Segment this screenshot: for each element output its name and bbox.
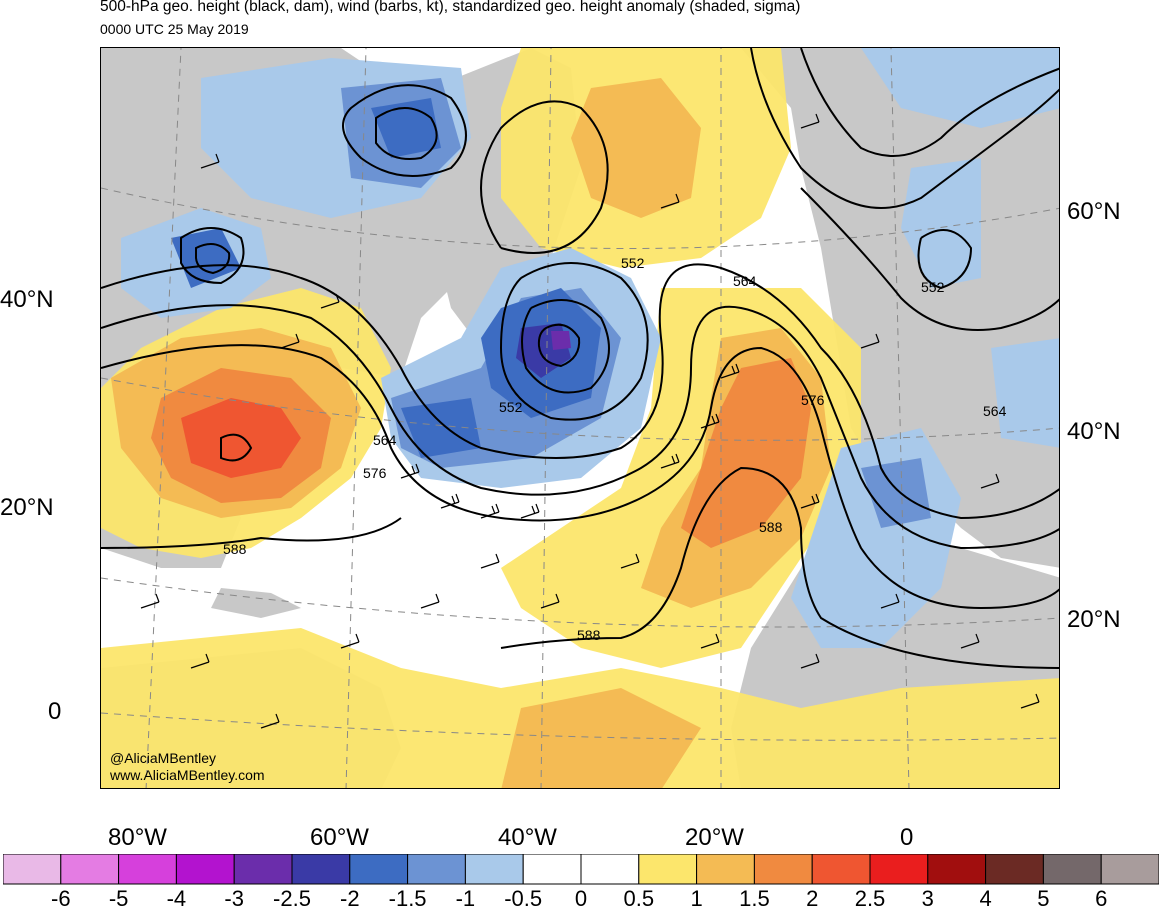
colorbar-box xyxy=(464,854,524,885)
colorbar-box xyxy=(927,854,987,885)
map-subtitle: 0000 UTC 25 May 2019 xyxy=(100,21,249,37)
colorbar-tick-label: -6 xyxy=(51,886,71,911)
colorbar-tick-label: 5 xyxy=(1037,886,1050,911)
lon-label-0: 0 xyxy=(900,824,914,851)
colorbar-tick-label: -1 xyxy=(455,886,476,911)
colorbar-box xyxy=(60,854,120,885)
lat-label-left-40n: 40°N xyxy=(0,286,54,313)
colorbar-box xyxy=(233,854,293,885)
contour-labels: 552 564 552 552 564 576 576 564 588 588 … xyxy=(223,255,1007,643)
contour-label-552-atlantic: 552 xyxy=(499,399,523,415)
colorbar-box xyxy=(811,854,871,885)
colorbar-box xyxy=(696,854,755,885)
colorbar-box xyxy=(118,854,177,885)
colorbar-box xyxy=(753,854,813,885)
colorbar-box xyxy=(869,854,929,885)
lat-label-left-0: 0 xyxy=(48,698,62,725)
lon-label-60w: 60°W xyxy=(310,824,369,851)
colorbar-tick-label: 3 xyxy=(921,886,934,911)
lat-label-left-20n: 20°N xyxy=(0,494,54,521)
colorbar-tick-label: -1.5 xyxy=(388,886,427,911)
anomaly-neg-5 xyxy=(551,331,571,350)
credit-website: www.AliciaMBentley.com xyxy=(110,767,265,783)
contour-label-564-iceland: 564 xyxy=(733,273,757,289)
colorbar-box xyxy=(291,854,351,885)
colorbar-tick-label: -2.5 xyxy=(273,886,311,911)
anomaly-pos-4 xyxy=(181,398,301,478)
contour-label-552-greenland: 552 xyxy=(621,255,645,271)
colorbar-box xyxy=(522,854,582,885)
colorbar-box xyxy=(638,854,698,885)
lat-label-right-20n: 20°N xyxy=(1067,606,1121,633)
colorbar-tick-label: -5 xyxy=(108,886,129,911)
anomaly-neg-3d xyxy=(401,398,481,458)
colorbar-tick-label: 2 xyxy=(806,886,819,911)
colorbar-box xyxy=(580,854,640,885)
colorbar-tick-label: 1.5 xyxy=(739,886,770,911)
anomaly-neg-1e xyxy=(901,158,981,288)
map-panel: 552 564 552 552 564 576 576 564 588 588 … xyxy=(100,47,1060,789)
lat-label-right-40n: 40°N xyxy=(1067,418,1121,445)
contour-label-564-newfoundland: 564 xyxy=(373,432,397,448)
colorbar-tick-label: -4 xyxy=(166,886,187,911)
anomaly-neg-1g xyxy=(991,338,1059,448)
lon-label-40w: 40°W xyxy=(498,824,557,851)
anomaly-neg-1d xyxy=(861,48,1059,128)
colorbar-box xyxy=(3,854,62,885)
colorbar-tick-label: -0.5 xyxy=(504,886,543,911)
wind-barbs xyxy=(140,113,1040,729)
map-canvas: 552 564 552 552 564 576 576 564 588 588 … xyxy=(101,48,1059,788)
credit-handle: @AliciaMBentley xyxy=(110,750,217,766)
colorbar-tick-label: -3 xyxy=(224,886,244,911)
colorbar-tick-label: 1 xyxy=(690,886,703,911)
colorbar-box xyxy=(349,854,409,885)
colorbar-tick-label: 0.5 xyxy=(623,886,655,911)
contour-label-576-atlantic: 576 xyxy=(363,465,387,481)
colorbar-box xyxy=(175,854,235,885)
anomaly-pos-2d xyxy=(501,688,701,788)
anomaly-pos-3b xyxy=(681,358,811,548)
colorbar-tick-label: 2.5 xyxy=(854,886,886,911)
colorbar-tick-label: 0 xyxy=(574,886,588,911)
lon-label-80w: 80°W xyxy=(108,824,167,851)
colorbar-box xyxy=(1042,854,1102,885)
colorbar-box xyxy=(985,854,1044,885)
height-contours xyxy=(101,48,1059,669)
negative-anomaly-layer xyxy=(121,48,1059,648)
contour-label-588-tropics: 588 xyxy=(577,627,601,643)
contour-label-552-scandinavia: 552 xyxy=(921,279,945,295)
graticule xyxy=(101,48,1059,788)
contour-label-588-africa: 588 xyxy=(759,519,783,535)
contour-label-576-europe: 576 xyxy=(801,392,825,408)
lat-label-right-60n: 60°N xyxy=(1067,198,1121,225)
lon-label-20w: 20°W xyxy=(685,824,744,851)
colorbar-tick-label: 4 xyxy=(979,886,992,911)
colorbar-tick-label: 6 xyxy=(1095,886,1108,911)
anomaly-pos-2b xyxy=(571,78,701,218)
colorbar-tick-label: -2 xyxy=(340,886,360,911)
anomaly-neg-2c xyxy=(861,458,931,528)
anomaly-colorbar xyxy=(3,854,1159,885)
colorbar-box xyxy=(407,854,466,885)
contour-label-564-mediterranean: 564 xyxy=(983,403,1007,419)
contour-label-588-caribbean: 588 xyxy=(223,541,247,557)
colorbar-box xyxy=(1100,854,1159,885)
map-title: 500-hPa geo. height (black, dam), wind (… xyxy=(100,0,801,15)
